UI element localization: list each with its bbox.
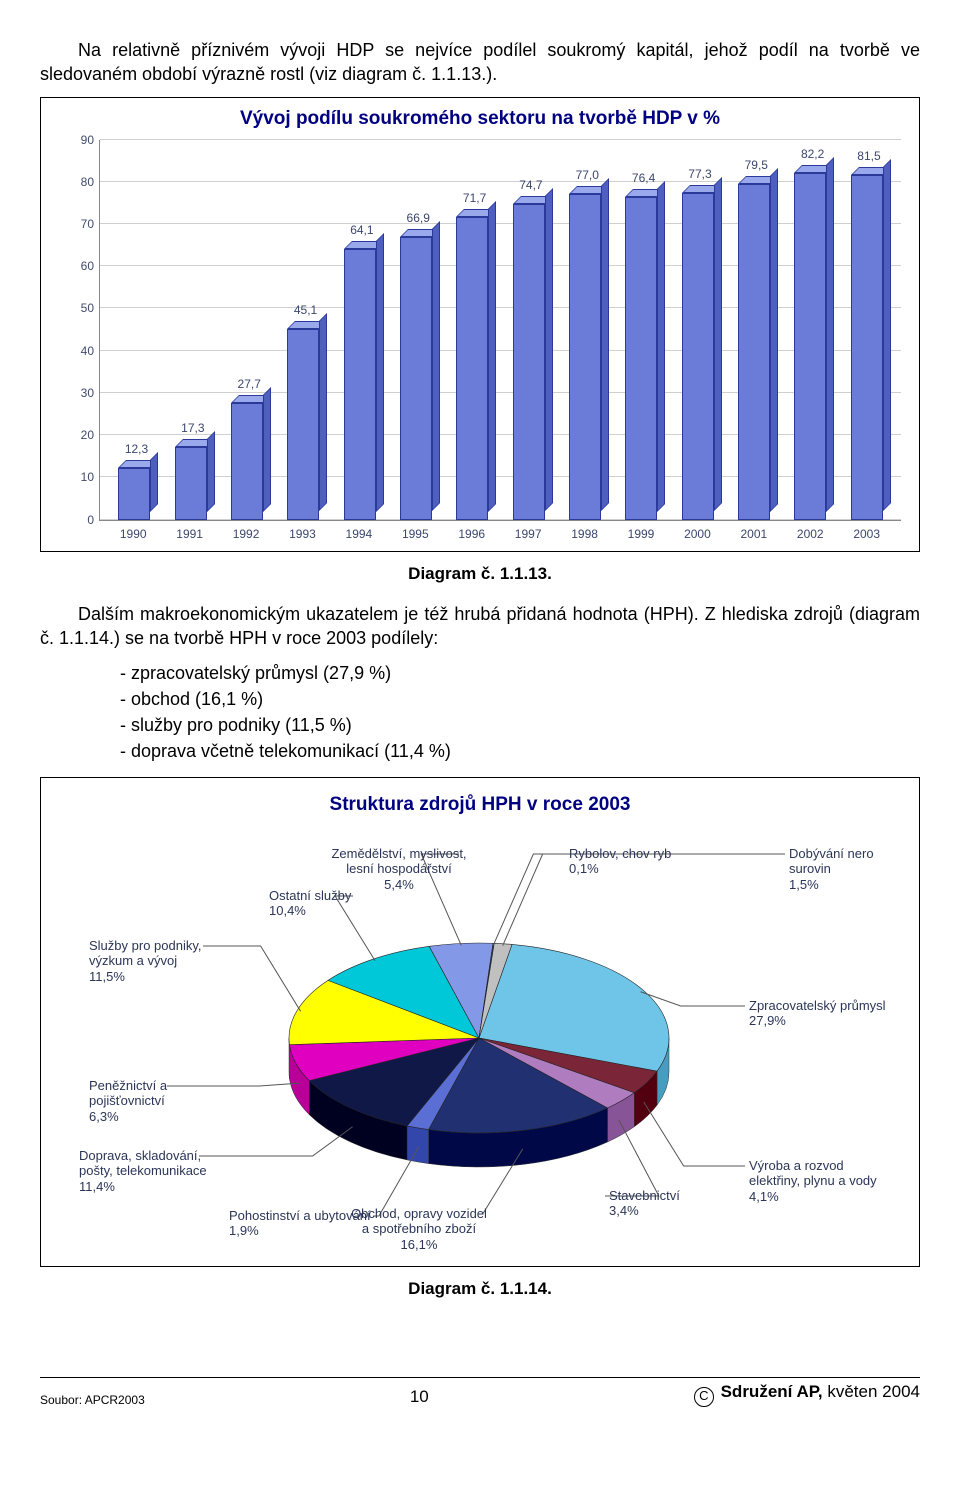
x-axis-label: 2000 — [674, 527, 720, 541]
bar-value-label: 27,7 — [238, 377, 261, 391]
x-axis-label: 1993 — [279, 527, 325, 541]
bar-value-label: 77,3 — [688, 167, 711, 181]
bar-value-label: 12,3 — [125, 442, 148, 456]
bar: 76,4 — [625, 197, 657, 520]
x-axis-label: 1991 — [167, 527, 213, 541]
y-axis-label: 30 — [60, 386, 94, 400]
x-axis-label: 1992 — [223, 527, 269, 541]
x-axis-label: 2002 — [787, 527, 833, 541]
footer-source: Soubor: APCR2003 — [40, 1393, 145, 1407]
footer-copyright: C Sdružení AP, květen 2004 — [694, 1382, 920, 1407]
bar-value-label: 71,7 — [463, 191, 486, 205]
y-axis-label: 50 — [60, 301, 94, 315]
x-axis-label: 1996 — [449, 527, 495, 541]
pie-slice-label: Stavebnictví3,4% — [609, 1188, 680, 1219]
bar-value-label: 66,9 — [407, 211, 430, 225]
pie-chart-plot: Struktura zdrojů HPH v roce 2003 Zpracov… — [49, 788, 911, 1258]
bar-value-label: 79,5 — [745, 158, 768, 172]
bullet-item: zpracovatelský průmysl (27,9 %) — [120, 660, 920, 686]
bar: 17,3 — [175, 447, 207, 520]
bullet-list: zpracovatelský průmysl (27,9 %)obchod (1… — [40, 660, 920, 764]
bar-value-label: 81,5 — [857, 149, 880, 163]
pie-slice-label: Pohostinství a ubytování1,9% — [229, 1208, 371, 1239]
bar: 77,3 — [682, 193, 714, 519]
x-axis-label: 1998 — [562, 527, 608, 541]
bar: 77,0 — [569, 194, 601, 519]
bar-chart-plot: 010203040506070809012,317,327,745,164,16… — [99, 140, 901, 521]
y-axis-label: 80 — [60, 175, 94, 189]
bar: 74,7 — [513, 204, 545, 519]
pie-slice-label: Obchod, opravy vozidela spotřebního zbož… — [351, 1206, 487, 1253]
bar: 12,3 — [118, 468, 150, 520]
y-axis-label: 40 — [60, 344, 94, 358]
x-axis-label: 2001 — [731, 527, 777, 541]
bar-value-label: 64,1 — [350, 223, 373, 237]
y-axis-label: 10 — [60, 470, 94, 484]
footer-brand: Sdružení AP, — [721, 1382, 823, 1401]
intro-paragraph-2: Dalším makroekonomickým ukazatelem je té… — [40, 602, 920, 651]
pie-slice-label: Zpracovatelský průmysl27,9% — [749, 998, 886, 1029]
bullet-item: služby pro podniky (11,5 %) — [120, 712, 920, 738]
bar: 64,1 — [344, 249, 376, 520]
bar: 79,5 — [738, 184, 770, 520]
pie-slice-label: Služby pro podniky,výzkum a vývoj11,5% — [89, 938, 202, 985]
pie-slice-label: Dobývání nerosurovin1,5% — [789, 846, 874, 893]
bar-value-label: 76,4 — [632, 171, 655, 185]
x-axis-label: 1994 — [336, 527, 382, 541]
x-axis-label: 1997 — [505, 527, 551, 541]
y-axis-label: 70 — [60, 217, 94, 231]
y-axis-label: 60 — [60, 259, 94, 273]
page-footer: Soubor: APCR2003 10 C Sdružení AP, květe… — [40, 1377, 920, 1407]
y-axis-label: 90 — [60, 133, 94, 147]
y-axis-label: 0 — [60, 513, 94, 527]
x-axis-label: 1999 — [618, 527, 664, 541]
bar-value-label: 45,1 — [294, 303, 317, 317]
bar: 82,2 — [794, 173, 826, 520]
bar: 71,7 — [456, 217, 488, 520]
bar: 45,1 — [287, 329, 319, 519]
bar: 66,9 — [400, 237, 432, 519]
pie-slice-label: Zemědělství, myslivost,lesní hospodářstv… — [331, 846, 466, 893]
bar-value-label: 82,2 — [801, 147, 824, 161]
bar-chart-xlabels: 1990 1991 1992 1993 1994 1995 1996 1997 1998 1999… — [99, 527, 901, 541]
bar-chart-caption: Diagram č. 1.1.13. — [40, 564, 920, 584]
pie-chart-container: Struktura zdrojů HPH v roce 2003 Zpracov… — [40, 777, 920, 1267]
copyright-icon: C — [694, 1387, 714, 1407]
pie-slice-label: Rybolov, chov ryb0,1% — [569, 846, 671, 877]
intro-paragraph-1: Na relativně příznivém vývoji HDP se nej… — [40, 38, 920, 87]
y-axis-label: 20 — [60, 428, 94, 442]
footer-page-number: 10 — [410, 1387, 429, 1407]
x-axis-label: 1990 — [110, 527, 156, 541]
bar-chart-container: Vývoj podílu soukromého sektoru na tvorb… — [40, 97, 920, 552]
bar-chart-title: Vývoj podílu soukromého sektoru na tvorb… — [49, 108, 911, 130]
bar: 27,7 — [231, 403, 263, 520]
x-axis-label: 1995 — [392, 527, 438, 541]
pie-slice-label: Peněžnictví apojišťovnictví6,3% — [89, 1078, 167, 1125]
pie-chart-caption: Diagram č. 1.1.14. — [40, 1279, 920, 1299]
bar: 81,5 — [851, 175, 883, 519]
footer-date: květen 2004 — [823, 1382, 920, 1401]
x-axis-label: 2003 — [844, 527, 890, 541]
bullet-item: obchod (16,1 %) — [120, 686, 920, 712]
pie-slice-label: Výroba a rozvodelektřiny, plynu a vody4,… — [749, 1158, 877, 1205]
bar-value-label: 17,3 — [181, 421, 204, 435]
bar-value-label: 74,7 — [519, 178, 542, 192]
pie-slice-label: Doprava, skladování,pošty, telekomunikac… — [79, 1148, 207, 1195]
bullet-item: doprava včetně telekomunikací (11,4 %) — [120, 738, 920, 764]
bar-value-label: 77,0 — [576, 168, 599, 182]
